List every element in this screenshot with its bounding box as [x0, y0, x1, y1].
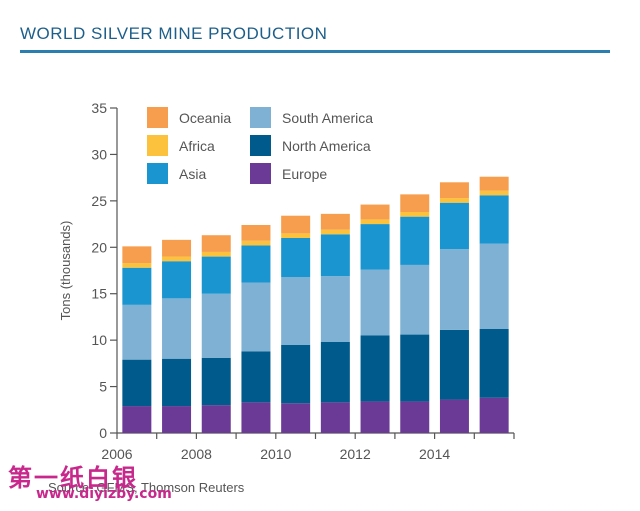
bar-segment-north-america [281, 344, 311, 404]
bar-segment-oceania [241, 225, 271, 241]
bar-segment-oceania [360, 204, 390, 220]
bar-segment-oceania [201, 235, 231, 252]
bar-segment-north-america [320, 342, 350, 403]
bar-segment-asia [439, 202, 469, 250]
bar-segment-europe [162, 406, 192, 433]
bar-segment-north-america [439, 329, 469, 400]
bar-segment-south-america [241, 282, 271, 352]
legend-swatch [147, 107, 168, 128]
bar-segment-south-america [360, 269, 390, 336]
x-tick-label: 2012 [340, 446, 371, 462]
bar-segment-europe [201, 405, 231, 433]
bar-segment-north-america [479, 329, 509, 398]
legend-label: South America [282, 110, 373, 126]
bar-segment-europe [439, 399, 469, 433]
legend-swatch [250, 163, 271, 184]
bar-segment-asia [122, 267, 152, 305]
bar-segment-africa [439, 198, 469, 203]
bar-segment-asia [479, 195, 509, 244]
bar-segment-africa [281, 233, 311, 238]
bar-segment-asia [162, 261, 192, 299]
bar-segment-africa [479, 190, 509, 196]
bar-segment-oceania [281, 215, 311, 234]
bar-segment-north-america [201, 357, 231, 406]
bar-segment-south-america [281, 277, 311, 345]
bar-segment-north-america [400, 334, 430, 402]
bar-segment-south-america [439, 249, 469, 330]
legend-label: Africa [179, 138, 215, 154]
bar-segment-oceania [162, 239, 192, 257]
x-tick-label: 2014 [419, 446, 450, 462]
x-tick-label: 2006 [101, 446, 132, 462]
chart-title: WORLD SILVER MINE PRODUCTION [20, 24, 328, 43]
bar-segment-europe [320, 402, 350, 433]
bar-segment-oceania [439, 182, 469, 199]
watermark-text: 第一纸白银 [8, 464, 138, 492]
y-tick-label: 30 [91, 146, 107, 162]
bar-segment-asia [201, 256, 231, 294]
legend-swatch [250, 135, 271, 156]
legend-swatch [250, 107, 271, 128]
legend-swatch [147, 135, 168, 156]
bar-segment-asia [400, 216, 430, 265]
y-axis-label: Tons (thousands) [58, 221, 73, 321]
bar-segment-north-america [241, 351, 271, 403]
bar-segment-oceania [320, 213, 350, 230]
x-tick-label: 2010 [260, 446, 291, 462]
bar-segment-africa [360, 219, 390, 225]
bar-segment-south-america [201, 293, 231, 358]
y-tick-label: 0 [99, 425, 107, 441]
watermark-url: www.diyizby.com [36, 486, 172, 502]
bar-segment-europe [360, 401, 390, 433]
y-tick-label: 10 [91, 332, 107, 348]
legend-label: North America [282, 138, 371, 154]
bar-segment-oceania [122, 246, 152, 264]
bar-segment-asia [360, 224, 390, 270]
bar-segment-oceania [479, 176, 509, 191]
bar-segment-north-america [122, 359, 152, 407]
bar-segment-asia [281, 238, 311, 277]
bar-segment-africa [122, 263, 152, 268]
x-tick-label: 2008 [181, 446, 212, 462]
y-tick-label: 20 [91, 239, 107, 255]
title-divider [20, 50, 610, 53]
bar-segment-europe [400, 401, 430, 433]
bar-segment-africa [241, 240, 271, 246]
bar-segment-europe [479, 397, 509, 433]
bar-segment-europe [122, 406, 152, 433]
bar-segment-south-america [479, 243, 509, 329]
source-note: Source: GFMS, Thomson Reuters [48, 480, 245, 495]
y-tick-label: 35 [91, 100, 107, 116]
bar-segment-south-america [320, 276, 350, 342]
legend-swatch [147, 163, 168, 184]
legend-label: Asia [179, 166, 206, 182]
bar-segment-africa [320, 229, 350, 235]
bar-segment-asia [241, 245, 271, 283]
legend-label: Oceania [179, 110, 231, 126]
bar-segment-oceania [400, 194, 430, 212]
bar-segment-north-america [360, 335, 390, 402]
y-tick-label: 15 [91, 286, 107, 302]
y-tick-label: 5 [99, 379, 107, 395]
bar-segment-south-america [122, 304, 152, 360]
bar-segment-africa [201, 251, 231, 257]
bar-segment-africa [162, 256, 192, 262]
y-tick-label: 25 [91, 193, 107, 209]
bar-segment-africa [400, 212, 430, 217]
bar-segment-asia [320, 234, 350, 277]
bar-segment-europe [241, 402, 271, 433]
legend-label: Europe [282, 166, 327, 182]
bar-segment-north-america [162, 358, 192, 407]
bar-segment-south-america [162, 298, 192, 359]
bar-segment-europe [281, 403, 311, 433]
bar-segment-south-america [400, 264, 430, 335]
